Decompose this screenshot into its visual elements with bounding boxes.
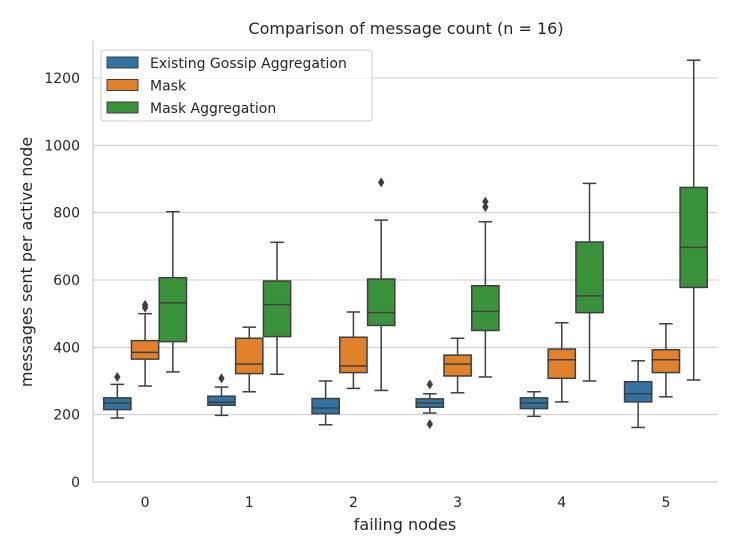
box-body xyxy=(311,397,340,415)
box-body xyxy=(679,186,709,289)
box-body xyxy=(366,278,396,327)
box-1-4 xyxy=(547,322,577,403)
box-body xyxy=(443,354,472,377)
outlier-point xyxy=(426,379,434,390)
box-0-1 xyxy=(207,373,236,417)
box-1-5 xyxy=(651,323,681,398)
outlier-point xyxy=(141,299,149,310)
box-0-5 xyxy=(623,360,653,429)
box-0-4 xyxy=(519,391,549,418)
legend-label: Mask xyxy=(150,79,187,95)
y-tick-labels: 0 200 400 600 800 1000 1200 xyxy=(44,71,80,491)
box-2-1 xyxy=(262,241,292,376)
box-1-3 xyxy=(443,337,472,394)
y-tick-label: 0 xyxy=(71,475,80,491)
box-2-0 xyxy=(158,210,188,373)
x-axis-label: failing nodes xyxy=(354,515,456,534)
box-body xyxy=(262,280,292,338)
x-tick-label: 1 xyxy=(245,495,254,511)
box-1-1 xyxy=(234,326,264,393)
box-body xyxy=(339,336,368,374)
box-body xyxy=(547,348,577,380)
outlier-point xyxy=(114,371,121,382)
x-tick-label: 3 xyxy=(453,495,462,511)
outlier-point xyxy=(218,373,225,384)
legend-swatch xyxy=(106,79,139,91)
box-body xyxy=(102,397,132,411)
box-0-2 xyxy=(311,380,340,426)
boxes xyxy=(102,59,709,430)
box-body xyxy=(651,348,681,374)
grid-lines xyxy=(93,77,718,416)
y-tick-label: 600 xyxy=(53,273,80,289)
outlier-point xyxy=(377,177,385,188)
y-tick-label: 1000 xyxy=(44,138,80,154)
y-axis-label: messages sent per active node xyxy=(17,137,36,387)
box-1-0 xyxy=(130,299,160,387)
legend-label: Mask Aggregation xyxy=(150,101,276,117)
chart-title: Comparison of message count (n = 16) xyxy=(248,19,563,38)
box-0-0 xyxy=(102,371,132,419)
box-1-2 xyxy=(339,311,368,390)
y-tick-label: 1200 xyxy=(44,71,80,87)
y-tick-label: 800 xyxy=(53,206,80,222)
box-2-3 xyxy=(471,196,500,378)
box-body xyxy=(575,241,604,314)
box-body xyxy=(207,395,236,406)
x-tick-labels: 0 1 2 3 4 5 xyxy=(141,495,671,511)
legend-label: Existing Gossip Aggregation xyxy=(150,56,347,72)
box-0-3 xyxy=(415,379,445,430)
box-body xyxy=(130,339,160,360)
y-tick-label: 200 xyxy=(53,408,80,424)
outlier-point xyxy=(482,196,489,207)
legend-swatch xyxy=(106,101,139,114)
outlier-point xyxy=(482,201,489,212)
x-tick-label: 0 xyxy=(141,495,150,511)
x-tick-label: 4 xyxy=(557,495,566,511)
y-tick-label: 400 xyxy=(53,340,80,356)
box-2-4 xyxy=(575,182,604,382)
box-2-5 xyxy=(679,59,709,381)
outlier-point xyxy=(426,419,434,430)
box-body xyxy=(158,276,188,343)
box-body xyxy=(234,337,264,375)
x-tick-label: 2 xyxy=(349,495,358,511)
box-body xyxy=(623,380,653,403)
legend: Existing Gossip Aggregation Mask Mask Aggr… xyxy=(100,49,373,122)
box-body xyxy=(471,284,500,332)
legend-swatch xyxy=(106,56,139,69)
legend-frame xyxy=(100,49,373,122)
x-tick-label: 5 xyxy=(661,495,670,511)
box-2-2 xyxy=(366,177,396,392)
